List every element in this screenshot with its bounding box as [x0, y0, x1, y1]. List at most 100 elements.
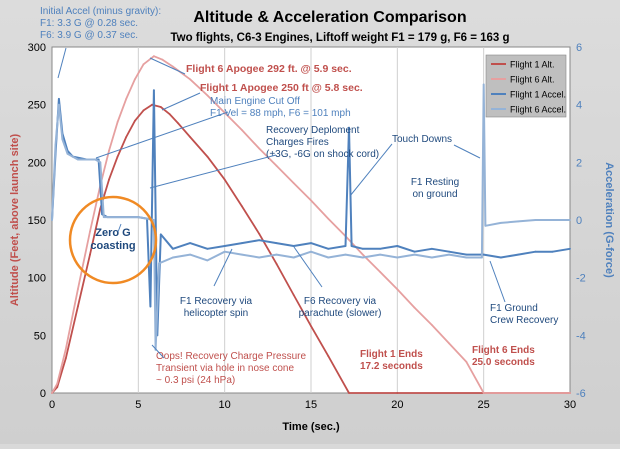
annotation-resting: F1 Resting [411, 177, 459, 188]
data-point [310, 325, 312, 327]
data-point [241, 129, 243, 131]
annotation-heli: helicopter spin [184, 308, 248, 319]
data-point [158, 262, 161, 265]
data-point [348, 392, 350, 394]
data-point [108, 178, 110, 181]
data-point [413, 306, 416, 309]
data-point [258, 232, 261, 235]
annotation-oops: ~ 0.3 psi (24 hPa) [156, 375, 235, 386]
legend-items: Flight 1 Alt. Flight 6 Alt. Flight 1 Accel… [491, 60, 566, 115]
data-point [258, 239, 261, 242]
data-point [482, 83, 485, 86]
data-point [361, 256, 364, 259]
data-point [137, 216, 140, 219]
data-point [56, 382, 59, 385]
data-point [206, 94, 209, 97]
data-point [465, 256, 468, 259]
data-point [153, 55, 155, 58]
data-point [327, 256, 330, 259]
data-point [327, 217, 330, 220]
annotation-zero-g: coasting [90, 240, 135, 252]
data-point [151, 103, 154, 106]
data-point [517, 253, 520, 256]
data-point [258, 256, 261, 259]
data-point [448, 253, 450, 256]
annotation-meco: F1 Vel = 88 mph, F6 = 101 mph [210, 108, 351, 119]
data-point [172, 256, 174, 259]
data-point [500, 256, 502, 259]
data-point [517, 220, 520, 223]
data-point [56, 386, 59, 389]
annotation-pointer [149, 154, 277, 189]
annotation-resting: on ground [412, 189, 457, 200]
data-point [448, 250, 450, 253]
annotation-pointer [349, 143, 393, 197]
data-point [292, 182, 295, 185]
data-point [172, 65, 174, 68]
data-point [172, 247, 174, 250]
annotation-deployment: Charges Fires [266, 137, 329, 148]
annotation-initial-accel: F1: 3.3 G @ 0.28 sec. [40, 18, 138, 29]
annotation-heli: F1 Recovery via [180, 296, 253, 307]
annotations: Initial Accel (minus gravity):F1: 3.3 G … [40, 6, 558, 386]
data-point [241, 253, 243, 256]
data-point [292, 245, 295, 247]
chart-subtitle: Two flights, C6-3 Engines, Liftoff weigh… [170, 32, 509, 44]
data-point [58, 98, 60, 100]
annotation-pointer [57, 47, 67, 79]
data-point [77, 158, 79, 161]
data-point [448, 342, 450, 345]
annotation-f1-apogee: Flight 1 Apogee 250 ft @ 5.8 sec. [200, 82, 363, 94]
data-point [189, 78, 192, 81]
data-point [206, 155, 209, 158]
legend-label: Flight 6 Accel. [510, 105, 566, 115]
annotation-pointer [293, 246, 323, 288]
data-point [431, 324, 433, 326]
y-right-tick-label: -2 [576, 273, 586, 285]
data-point [534, 250, 537, 253]
data-point [484, 224, 487, 227]
x-tick-label: 0 [49, 399, 55, 411]
y-left-tick-label: 300 [28, 42, 46, 54]
y-left-tick-label: 250 [28, 100, 46, 112]
annotation-deployment: Recovery Deploment [266, 125, 360, 136]
data-point [275, 164, 278, 167]
y-left-tick-label: 100 [28, 273, 46, 285]
data-point [153, 219, 155, 221]
data-point [275, 242, 278, 245]
data-point [51, 392, 53, 394]
annotation-deployment: (+3G, -6G on shock cord) [266, 149, 379, 160]
y-axis-label-right: Acceleration (G-force) [603, 162, 615, 278]
data-point [327, 355, 330, 357]
data-point [310, 250, 312, 253]
data-point [327, 247, 330, 250]
data-point [94, 158, 97, 161]
data-point [275, 253, 278, 256]
annotation-oops: Transient via hole in nose cone [156, 363, 294, 374]
data-point [142, 63, 145, 66]
data-point [348, 126, 350, 129]
data-point [482, 392, 485, 394]
data-point [500, 222, 502, 224]
annotation-pointer [453, 144, 481, 159]
data-point [153, 89, 155, 92]
data-point [241, 242, 243, 245]
annotation-initial-accel: F6: 3.9 G @ 0.37 sec. [40, 30, 138, 41]
data-point [465, 361, 468, 363]
annotation-f1-ends: 17.2 seconds [360, 361, 423, 372]
data-point [116, 121, 119, 123]
data-point [534, 219, 537, 221]
data-point [482, 253, 485, 256]
annotation-meco: Main Engine Cut Off [210, 96, 300, 107]
data-point [66, 152, 69, 155]
data-point [177, 122, 179, 124]
data-point [99, 161, 102, 164]
data-point [344, 253, 347, 256]
data-point [77, 288, 79, 291]
series-line-4 [51, 83, 570, 351]
y-right-tick-label: -4 [576, 330, 586, 342]
data-point [64, 348, 67, 351]
data-point [350, 245, 353, 247]
data-point [569, 219, 571, 221]
